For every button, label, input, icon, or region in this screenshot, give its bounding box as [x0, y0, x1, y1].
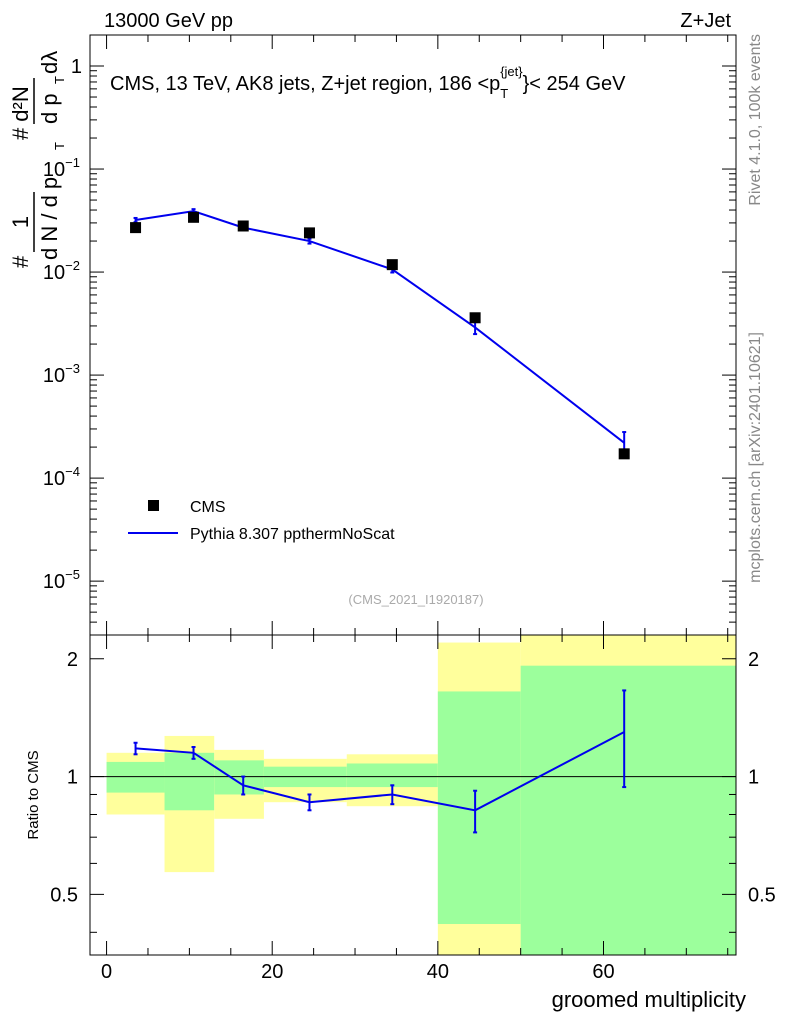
mcplots-label: mcplots.cern.ch [arXiv:2401.10621] [747, 332, 764, 583]
main-ylabel: # 1 d N / d p T # d²N d p T dλ [8, 51, 67, 268]
cms-data-point [386, 259, 398, 271]
main-y-tick-label: 1 [71, 56, 82, 78]
legend-label-cms: CMS [190, 499, 226, 516]
ylabel-T2: T [52, 76, 67, 84]
ratio-frame [89, 634, 737, 956]
main-title: CMS, 13 TeV, AK8 jets, Z+jet region, 186… [110, 64, 626, 101]
ylabel-den: d p [37, 93, 62, 124]
main-y-tick-label: 10−3 [43, 361, 80, 387]
ratio-x-tick-label: 40 [427, 961, 449, 983]
ratio-ylabel: Ratio to CMS [25, 750, 42, 839]
ratio-y-tick-label-left: 1 [67, 767, 78, 789]
ratio-band-inner [106, 761, 165, 793]
ratio-y-tick-label-right: 1 [748, 767, 759, 789]
rivet-label: Rivet 4.1.0, 100k events [747, 34, 764, 206]
ylabel-dlam: dλ [37, 51, 62, 74]
ratio-y-tick-label-right: 0.5 [748, 884, 776, 906]
ylabel-dN: d N / d p [37, 177, 62, 260]
legend: CMS Pythia 8.307 ppthermNoScat [128, 499, 395, 543]
main-frame [89, 34, 737, 636]
ratio-axis-ticks: 0.5 0.51 12 20 20 40 60 [50, 635, 776, 983]
main-y-tick-label: 10−4 [43, 464, 80, 490]
title-sub: T [500, 86, 508, 101]
ratio-xlabel: groomed multiplicity [552, 987, 746, 1012]
main-panel: 1 10−1 10−2 10−3 10−4 10−5 CMS, 13 TeV, AK8 j… [8, 34, 737, 636]
cms-data-point [130, 222, 142, 234]
ratio-y-tick-label-right: 2 [748, 649, 759, 671]
main-axis-ticks: 1 10−1 10−2 10−3 10−4 10−5 [43, 34, 736, 636]
header-left: 13000 GeV pp [104, 10, 233, 32]
cms-data-point [618, 448, 630, 460]
ratio-y-tick-label-left: 2 [67, 649, 78, 671]
analysis-watermark: (CMS_2021_I1920187) [348, 592, 483, 607]
cms-data-point [303, 227, 315, 239]
ratio-x-tick-label: 0 [101, 961, 112, 983]
cms-data-point [237, 220, 249, 232]
cms-data-point [469, 312, 481, 324]
title-prefix: CMS, 13 TeV, AK8 jets, Z+jet region, 186… [110, 73, 500, 95]
cms-data-point [188, 211, 200, 223]
main-plot-area [130, 208, 630, 460]
ratio-band-inner [520, 665, 736, 955]
title-suffix: }< 254 GeV [523, 73, 627, 95]
ylabel-hash1: # [8, 255, 33, 268]
legend-label-mc: Pythia 8.307 ppthermNoScat [190, 526, 395, 543]
ratio-panel: 0.5 0.51 12 20 20 40 60 Ratio to CMS groomed m… [25, 634, 776, 1012]
main-y-tick-label: 10−2 [43, 258, 80, 284]
header-right: Z+Jet [680, 10, 731, 32]
ratio-band-inner [164, 752, 215, 811]
main-y-tick-label: 10−1 [43, 155, 80, 181]
ratio-plot-area [90, 635, 736, 955]
ratio-band-inner [346, 763, 438, 788]
ratio-y-tick-label-left: 0.5 [50, 884, 78, 906]
ratio-x-tick-label: 20 [261, 961, 283, 983]
ylabel-hash2: # [8, 127, 33, 140]
main-y-tick-label: 10−5 [43, 567, 80, 593]
legend-marker-cms [148, 500, 159, 511]
ylabel-num: d²N [8, 86, 33, 121]
ratio-x-tick-label: 60 [592, 961, 614, 983]
ylabel-one: 1 [8, 216, 33, 228]
title-sup: {jet} [500, 64, 523, 79]
ylabel-T1: T [52, 142, 67, 150]
mc-line [135, 210, 625, 444]
